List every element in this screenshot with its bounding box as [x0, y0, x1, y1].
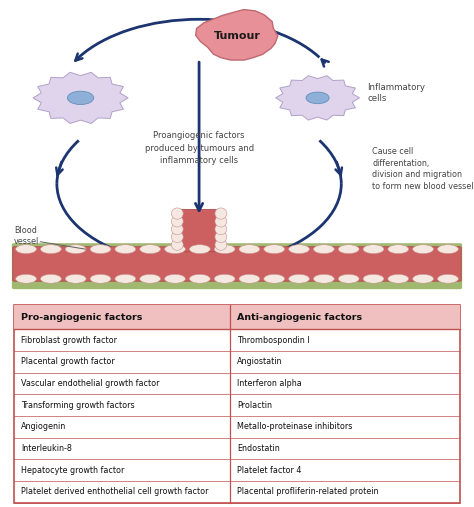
- Ellipse shape: [140, 245, 161, 254]
- Ellipse shape: [313, 245, 334, 254]
- Text: Fibroblast growth factor: Fibroblast growth factor: [21, 336, 118, 345]
- Ellipse shape: [67, 91, 94, 104]
- FancyBboxPatch shape: [176, 209, 222, 252]
- Ellipse shape: [65, 245, 86, 254]
- Ellipse shape: [115, 274, 136, 283]
- Ellipse shape: [438, 245, 458, 254]
- Ellipse shape: [239, 274, 260, 283]
- Ellipse shape: [115, 245, 136, 254]
- Ellipse shape: [413, 274, 434, 283]
- Text: Cause cell
differentation,
division and migration
to form new blood vessels: Cause cell differentation, division and …: [372, 147, 474, 191]
- Text: Pro-angiogenic factors: Pro-angiogenic factors: [21, 313, 143, 321]
- Ellipse shape: [172, 231, 183, 242]
- Text: Inflammatory
cells: Inflammatory cells: [367, 83, 425, 103]
- Text: Proangiogenic factors
produced by tumours and
inflammatory cells: Proangiogenic factors produced by tumour…: [145, 131, 254, 165]
- Ellipse shape: [16, 245, 36, 254]
- Ellipse shape: [40, 274, 61, 283]
- Ellipse shape: [214, 274, 235, 283]
- FancyBboxPatch shape: [12, 243, 462, 289]
- Text: Placental growth factor: Placental growth factor: [21, 357, 115, 366]
- Text: Angiostatin: Angiostatin: [237, 357, 283, 366]
- Ellipse shape: [215, 239, 227, 250]
- Ellipse shape: [438, 274, 458, 283]
- Text: Angiogenin: Angiogenin: [21, 422, 66, 431]
- Ellipse shape: [90, 245, 111, 254]
- FancyBboxPatch shape: [13, 247, 461, 281]
- Ellipse shape: [363, 274, 384, 283]
- Ellipse shape: [306, 92, 329, 103]
- Ellipse shape: [388, 274, 409, 283]
- Text: Platelet factor 4: Platelet factor 4: [237, 466, 301, 475]
- Ellipse shape: [338, 274, 359, 283]
- Text: Placental profliferin-related protein: Placental profliferin-related protein: [237, 487, 379, 496]
- Ellipse shape: [189, 245, 210, 254]
- Ellipse shape: [40, 245, 61, 254]
- Text: Thrombospondin I: Thrombospondin I: [237, 336, 310, 345]
- Ellipse shape: [215, 231, 227, 242]
- Text: Blood
vessel: Blood vessel: [14, 226, 39, 246]
- Text: Tumour: Tumour: [214, 30, 260, 41]
- Ellipse shape: [164, 245, 185, 254]
- Ellipse shape: [289, 245, 310, 254]
- Ellipse shape: [215, 208, 227, 219]
- Ellipse shape: [140, 274, 161, 283]
- Polygon shape: [196, 10, 278, 60]
- Ellipse shape: [65, 274, 86, 283]
- Ellipse shape: [172, 208, 183, 219]
- Ellipse shape: [172, 224, 183, 235]
- FancyBboxPatch shape: [14, 305, 460, 329]
- Ellipse shape: [90, 274, 111, 283]
- Text: Interleukin-8: Interleukin-8: [21, 444, 72, 453]
- Text: Interferon alpha: Interferon alpha: [237, 379, 302, 388]
- Text: Hepatocyte growth factor: Hepatocyte growth factor: [21, 466, 125, 475]
- Text: Prolactin: Prolactin: [237, 401, 272, 410]
- Ellipse shape: [313, 274, 334, 283]
- Polygon shape: [276, 76, 360, 120]
- Text: Metallo-proteinase inhibitors: Metallo-proteinase inhibitors: [237, 422, 352, 431]
- Text: Platelet derived enthothelial cell growth factor: Platelet derived enthothelial cell growt…: [21, 487, 209, 496]
- Ellipse shape: [289, 274, 310, 283]
- Text: Anti-angiogenic factors: Anti-angiogenic factors: [237, 313, 362, 321]
- FancyBboxPatch shape: [14, 305, 460, 503]
- Ellipse shape: [172, 215, 183, 227]
- Ellipse shape: [264, 245, 285, 254]
- Ellipse shape: [338, 245, 359, 254]
- Ellipse shape: [16, 274, 36, 283]
- Ellipse shape: [363, 245, 384, 254]
- Ellipse shape: [214, 245, 235, 254]
- Text: Endostatin: Endostatin: [237, 444, 280, 453]
- Ellipse shape: [239, 245, 260, 254]
- Ellipse shape: [388, 245, 409, 254]
- Ellipse shape: [264, 274, 285, 283]
- Ellipse shape: [215, 224, 227, 235]
- Ellipse shape: [215, 215, 227, 227]
- Polygon shape: [33, 73, 128, 124]
- Text: Vascular endothelial growth factor: Vascular endothelial growth factor: [21, 379, 160, 388]
- Text: Transforming growth factors: Transforming growth factors: [21, 401, 135, 410]
- Ellipse shape: [413, 245, 434, 254]
- Ellipse shape: [189, 274, 210, 283]
- Ellipse shape: [172, 239, 183, 250]
- Ellipse shape: [164, 274, 185, 283]
